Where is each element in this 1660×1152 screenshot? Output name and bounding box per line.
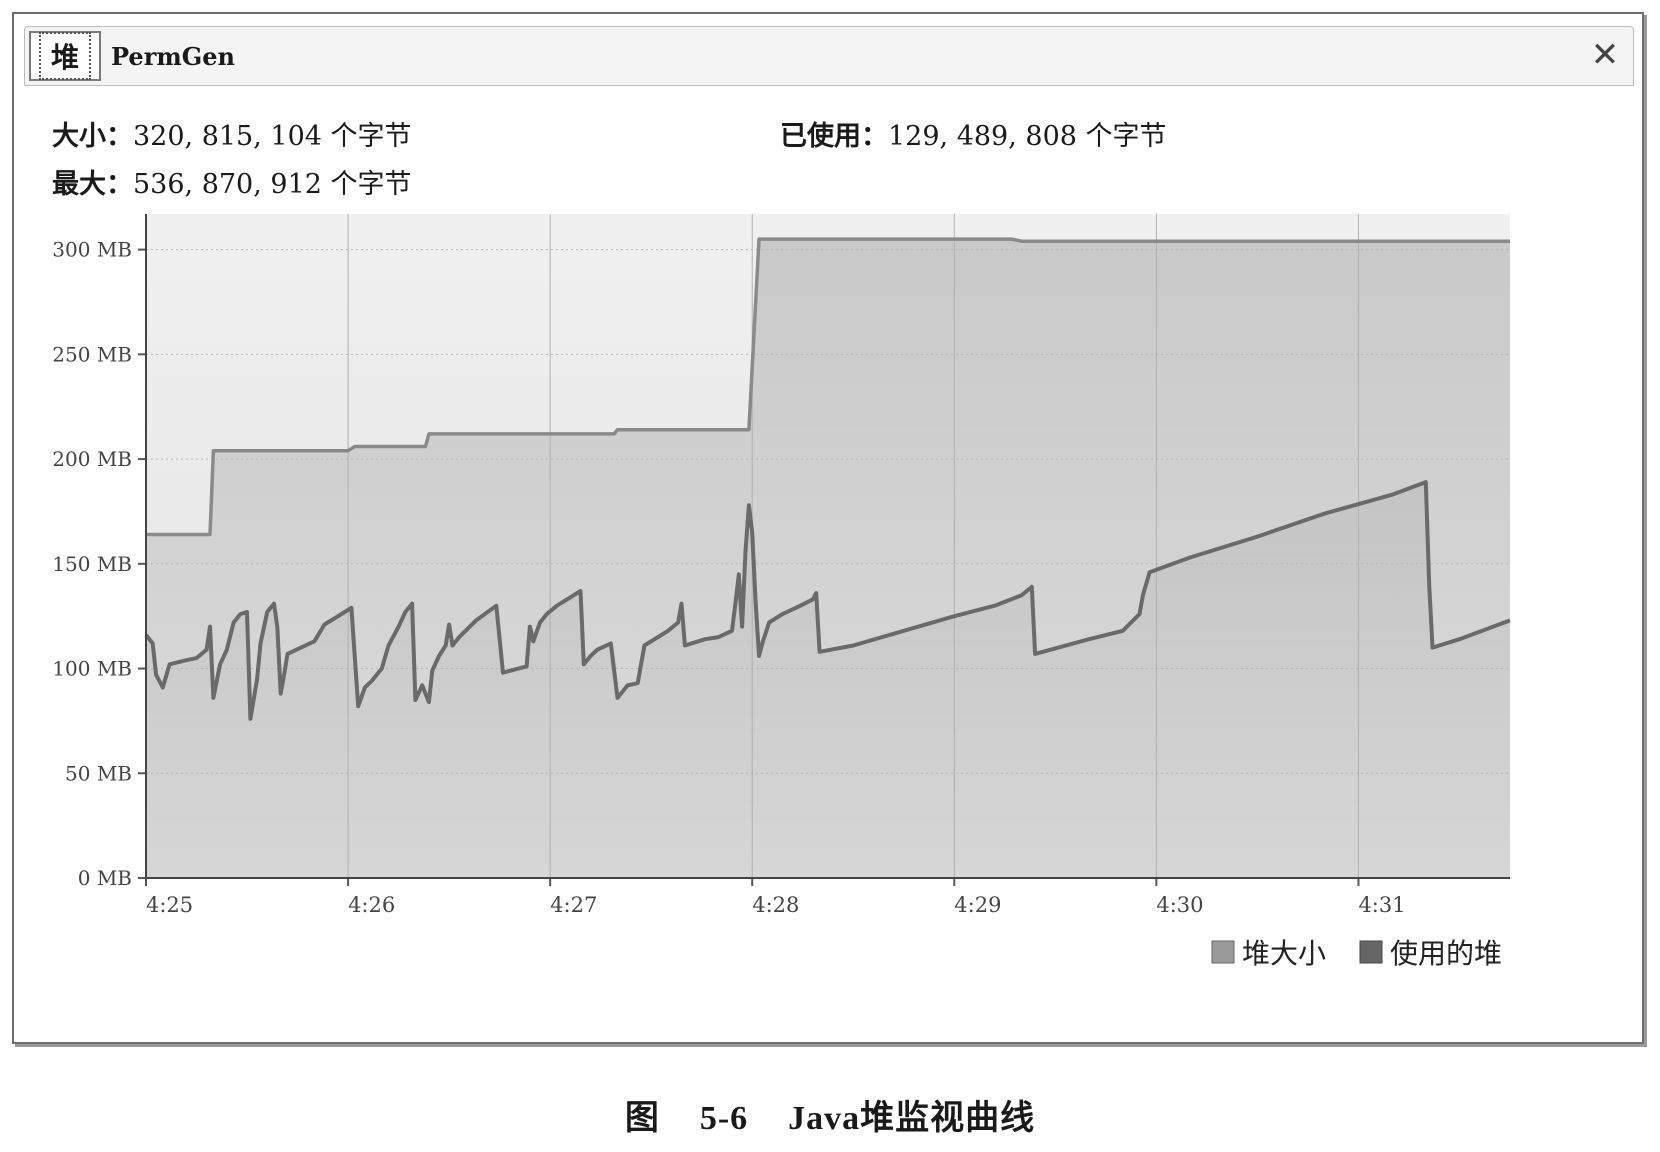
tab-heap-label: 堆 [38, 32, 91, 80]
tab-permgen-label: PermGen [111, 41, 235, 71]
y-tick-label: 200 MB [52, 447, 132, 471]
used-value: 129, 489, 808 个字节 [888, 121, 1167, 152]
tab-heap[interactable]: 堆 [29, 31, 101, 81]
caption-number: 5-6 [699, 1100, 749, 1137]
legend-label-used-heap: 使用的堆 [1390, 937, 1502, 970]
max-value: 536, 870, 912 个字节 [133, 169, 412, 200]
y-tick-label: 300 MB [52, 238, 132, 262]
size-value: 320, 815, 104 个字节 [133, 121, 412, 152]
figure-caption: 图 5-6 Java堆监视曲线 [0, 1090, 1660, 1139]
used-heap-area [146, 482, 1510, 878]
caption-text: Java堆监视曲线 [788, 1100, 1036, 1137]
x-tick-label: 4:29 [954, 893, 1001, 917]
x-tick-label: 4:31 [1358, 893, 1405, 917]
x-tick-label: 4:28 [752, 893, 799, 917]
legend-swatch-used-heap [1359, 940, 1383, 964]
caption-figure: 图 [624, 1100, 660, 1137]
y-tick-label: 250 MB [52, 342, 132, 366]
close-icon[interactable]: ✕ [1590, 35, 1620, 75]
heap-chart: 0 MB 50 MB 100 MB 150 MB 200 MB 250 MB 300 MB 4… [52, 214, 1511, 970]
size-label: 大小： [52, 121, 133, 152]
max-info: 最大：536, 870, 912 个字节 [52, 162, 412, 201]
used-info: 已使用：129, 489, 808 个字节 [780, 114, 1167, 153]
heap-size-line [146, 237, 1510, 537]
y-tick-label: 50 MB [65, 761, 132, 785]
legend-label-heap-size: 堆大小 [1242, 937, 1326, 970]
used-label: 已使用： [780, 121, 888, 152]
x-tick-label: 4:25 [146, 893, 193, 917]
tab-permgen[interactable]: PermGen [111, 31, 235, 81]
x-tick-label: 4:26 [348, 893, 395, 917]
y-tick-label: 150 MB [52, 552, 132, 576]
x-tick-label: 4:27 [550, 893, 597, 917]
legend-swatch-heap-size [1211, 940, 1235, 964]
y-tick-label: 0 MB [78, 866, 132, 890]
x-tick-label: 4:30 [1156, 893, 1203, 917]
used-heap-line [144, 480, 1511, 721]
tab-bar: 堆 PermGen ✕ [24, 26, 1634, 86]
max-label: 最大： [52, 169, 133, 200]
size-info: 大小：320, 815, 104 个字节 [52, 114, 412, 153]
y-tick-label: 100 MB [52, 657, 132, 681]
